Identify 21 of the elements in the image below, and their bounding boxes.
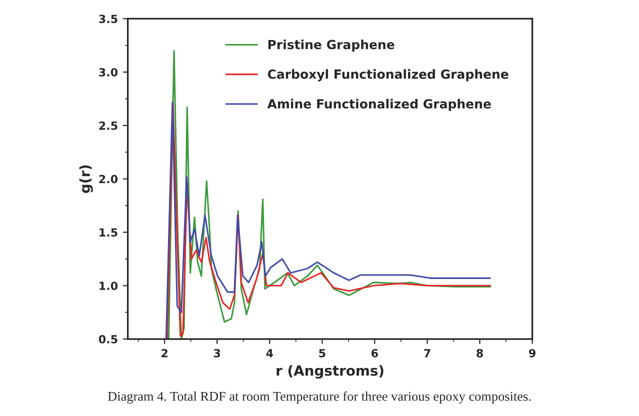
legend-label: Pristine Graphene (268, 40, 394, 52)
y-tick-label: 3.5 (99, 14, 118, 24)
y-tick-label: 2.5 (99, 121, 118, 130)
y-tick-label: 1.0 (100, 282, 118, 290)
legend-label: Carboxyl Functionalized Graphene (268, 69, 508, 82)
x-tick-label: 7 (424, 349, 430, 358)
x-tick-label: 9 (528, 348, 536, 358)
x-axis-title: r (Angstroms) (276, 365, 384, 379)
x-tick-label: 6 (372, 348, 378, 358)
legend-label: Amine Functionalized Graphene (267, 98, 491, 111)
x-tick-label: 2 (162, 348, 168, 358)
y-axis-title: g(r) (79, 165, 93, 193)
x-tick-label: 5 (319, 349, 326, 358)
y-tick-label: 0.5 (98, 335, 118, 344)
y-tick-label: 3.0 (99, 68, 118, 76)
y-tick-label: 2.0 (99, 174, 118, 184)
x-tick-label: 3 (214, 348, 220, 358)
y-tick-label: 1.5 (100, 228, 118, 237)
text: Diagram 4. Total RDF at room Temperature for three various epoxy composites. (108, 391, 531, 404)
x-tick-label: 4 (266, 349, 273, 358)
x-tick-label: 8 (476, 348, 483, 358)
